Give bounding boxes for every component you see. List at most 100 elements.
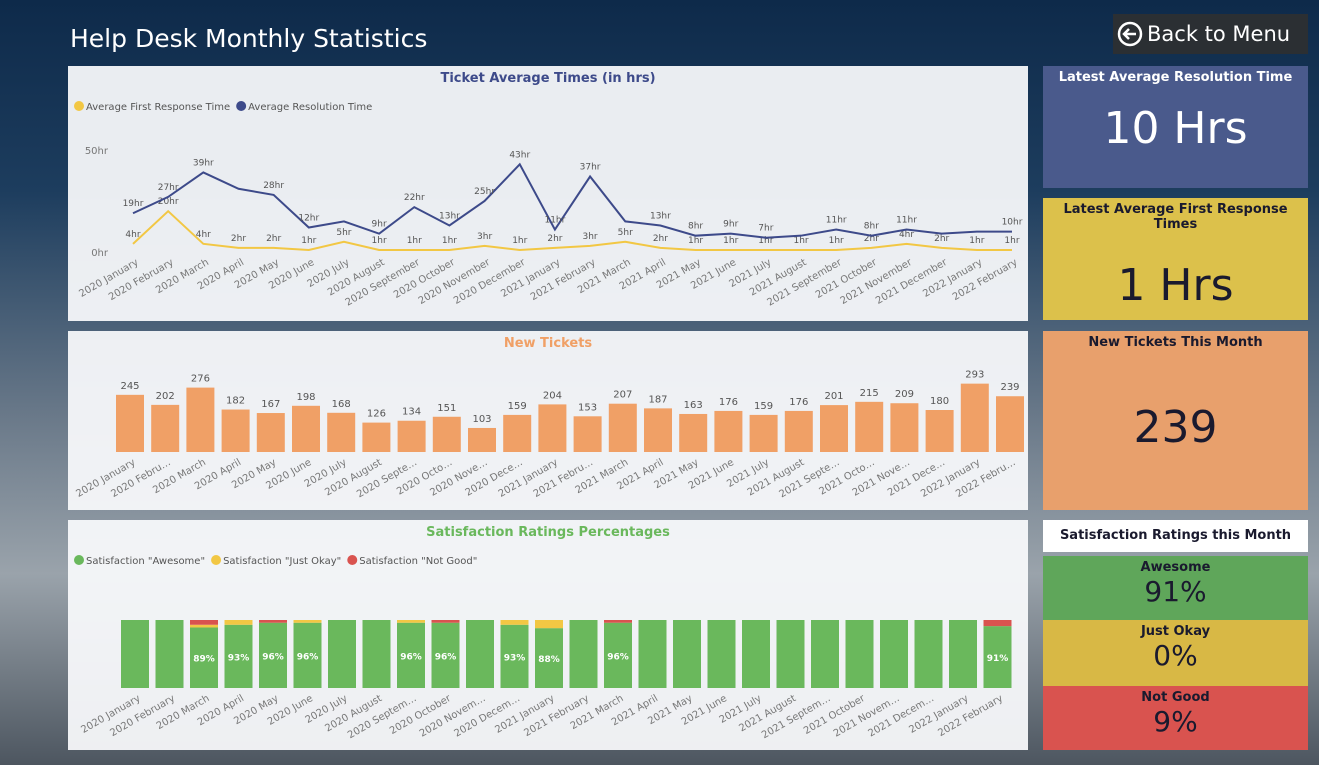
data-label: 19hr [123, 199, 144, 209]
legend-label: Satisfaction "Not Good" [359, 556, 477, 567]
data-label: 4hr [196, 230, 211, 240]
card-title: Satisfaction Ratings this Month [1043, 520, 1308, 543]
x-tick-label: 2021 Febru… [532, 457, 595, 500]
data-label: 202 [156, 391, 175, 402]
bar [186, 388, 214, 452]
bar [996, 396, 1024, 452]
data-label: 2hr [934, 234, 949, 244]
legend-label: Satisfaction "Awesome" [86, 556, 205, 567]
bar [468, 428, 496, 452]
bar [538, 404, 566, 452]
legend-label: Average First Response Time [86, 102, 230, 113]
legend-label: Average Resolution Time [248, 102, 372, 113]
chart-title: New Tickets [504, 336, 593, 351]
legend-marker [74, 555, 84, 565]
bar-segment [156, 620, 184, 688]
bar-segment [190, 620, 218, 625]
bar [327, 413, 355, 452]
data-label: 1hr [829, 236, 844, 246]
bar-segment [466, 620, 494, 688]
data-label: 1hr [512, 236, 527, 246]
bar-segment [846, 620, 874, 688]
card-value: 1 Hrs [1043, 260, 1308, 311]
bar-segment [294, 620, 322, 623]
data-label: 209 [895, 389, 914, 400]
page-title: Help Desk Monthly Statistics [70, 24, 427, 53]
bar [257, 413, 285, 452]
stacked-chart: Satisfaction Ratings PercentagesSatisfac… [68, 520, 1028, 750]
data-label: 153 [578, 402, 597, 413]
bar [503, 415, 531, 452]
legend-marker [211, 555, 221, 565]
awesome-card: Awesome 91% [1043, 556, 1308, 620]
x-tick-label: 2020 Febru… [109, 457, 172, 500]
bar-segment [535, 620, 563, 628]
bar-segment [984, 620, 1012, 626]
data-label: 1hr [793, 236, 808, 246]
just-okay-card: Just Okay 0% [1043, 620, 1308, 686]
card-title: Latest Average Resolution Time [1043, 66, 1308, 85]
data-label: 12hr [298, 214, 319, 224]
data-label: 276 [191, 374, 210, 385]
x-tick-label: 2022 Febru… [954, 457, 1017, 500]
data-label: 39hr [193, 158, 214, 168]
back-icon [1113, 19, 1147, 49]
bar-segment [811, 620, 839, 688]
data-label: 20hr [158, 197, 179, 207]
bar [890, 403, 918, 452]
data-label: 204 [543, 390, 562, 401]
data-label: 11hr [896, 216, 917, 226]
data-label: 176 [719, 397, 738, 408]
data-label: 245 [120, 381, 139, 392]
rating-label: Not Good [1043, 686, 1308, 705]
data-label: 1hr [372, 236, 387, 246]
bar-segment [432, 620, 460, 623]
data-label: 96% [435, 652, 457, 662]
data-label: 7hr [758, 224, 773, 234]
bar-segment [570, 620, 598, 688]
data-label: 134 [402, 407, 421, 418]
data-label: 9hr [723, 220, 738, 230]
bar-segment [121, 620, 149, 688]
data-label: 207 [613, 390, 632, 401]
bar [151, 405, 179, 452]
bar-segment [225, 620, 253, 625]
data-label: 22hr [404, 193, 425, 203]
x-tick-label: 2020 January [74, 457, 137, 500]
data-label: 168 [332, 399, 351, 410]
bar-segment [501, 620, 529, 625]
data-label: 201 [824, 391, 843, 402]
bar [679, 414, 707, 452]
rating-value: 91% [1043, 575, 1308, 608]
bar-segment [259, 620, 287, 623]
bar [714, 411, 742, 452]
bar [222, 410, 250, 452]
data-label: 88% [538, 655, 560, 665]
data-label: 1hr [723, 236, 738, 246]
line-chart: Ticket Average Times (in hrs)Average Fir… [68, 66, 1028, 321]
data-label: 176 [789, 397, 808, 408]
satisfaction-card-title: Satisfaction Ratings this Month [1043, 520, 1308, 552]
data-label: 159 [754, 401, 773, 412]
data-label: 43hr [509, 150, 530, 160]
bar-segment [673, 620, 701, 688]
data-label: 9hr [372, 220, 387, 230]
data-label: 5hr [336, 228, 351, 238]
legend-marker [74, 101, 84, 111]
back-button[interactable]: Back to Menu [1113, 14, 1308, 54]
line-panel: Ticket Average Times (in hrs)Average Fir… [68, 66, 1028, 321]
legend-marker [347, 555, 357, 565]
bar-segment [639, 620, 667, 688]
data-label: 5hr [618, 228, 633, 238]
bar [820, 405, 848, 452]
card-title: New Tickets This Month [1043, 331, 1308, 350]
rating-label: Awesome [1043, 556, 1308, 575]
bar [574, 416, 602, 452]
data-label: 91% [987, 654, 1009, 664]
line [133, 211, 1012, 250]
data-label: 239 [1000, 382, 1019, 393]
bar [961, 384, 989, 452]
bar [398, 421, 426, 452]
data-label: 28hr [263, 181, 284, 191]
